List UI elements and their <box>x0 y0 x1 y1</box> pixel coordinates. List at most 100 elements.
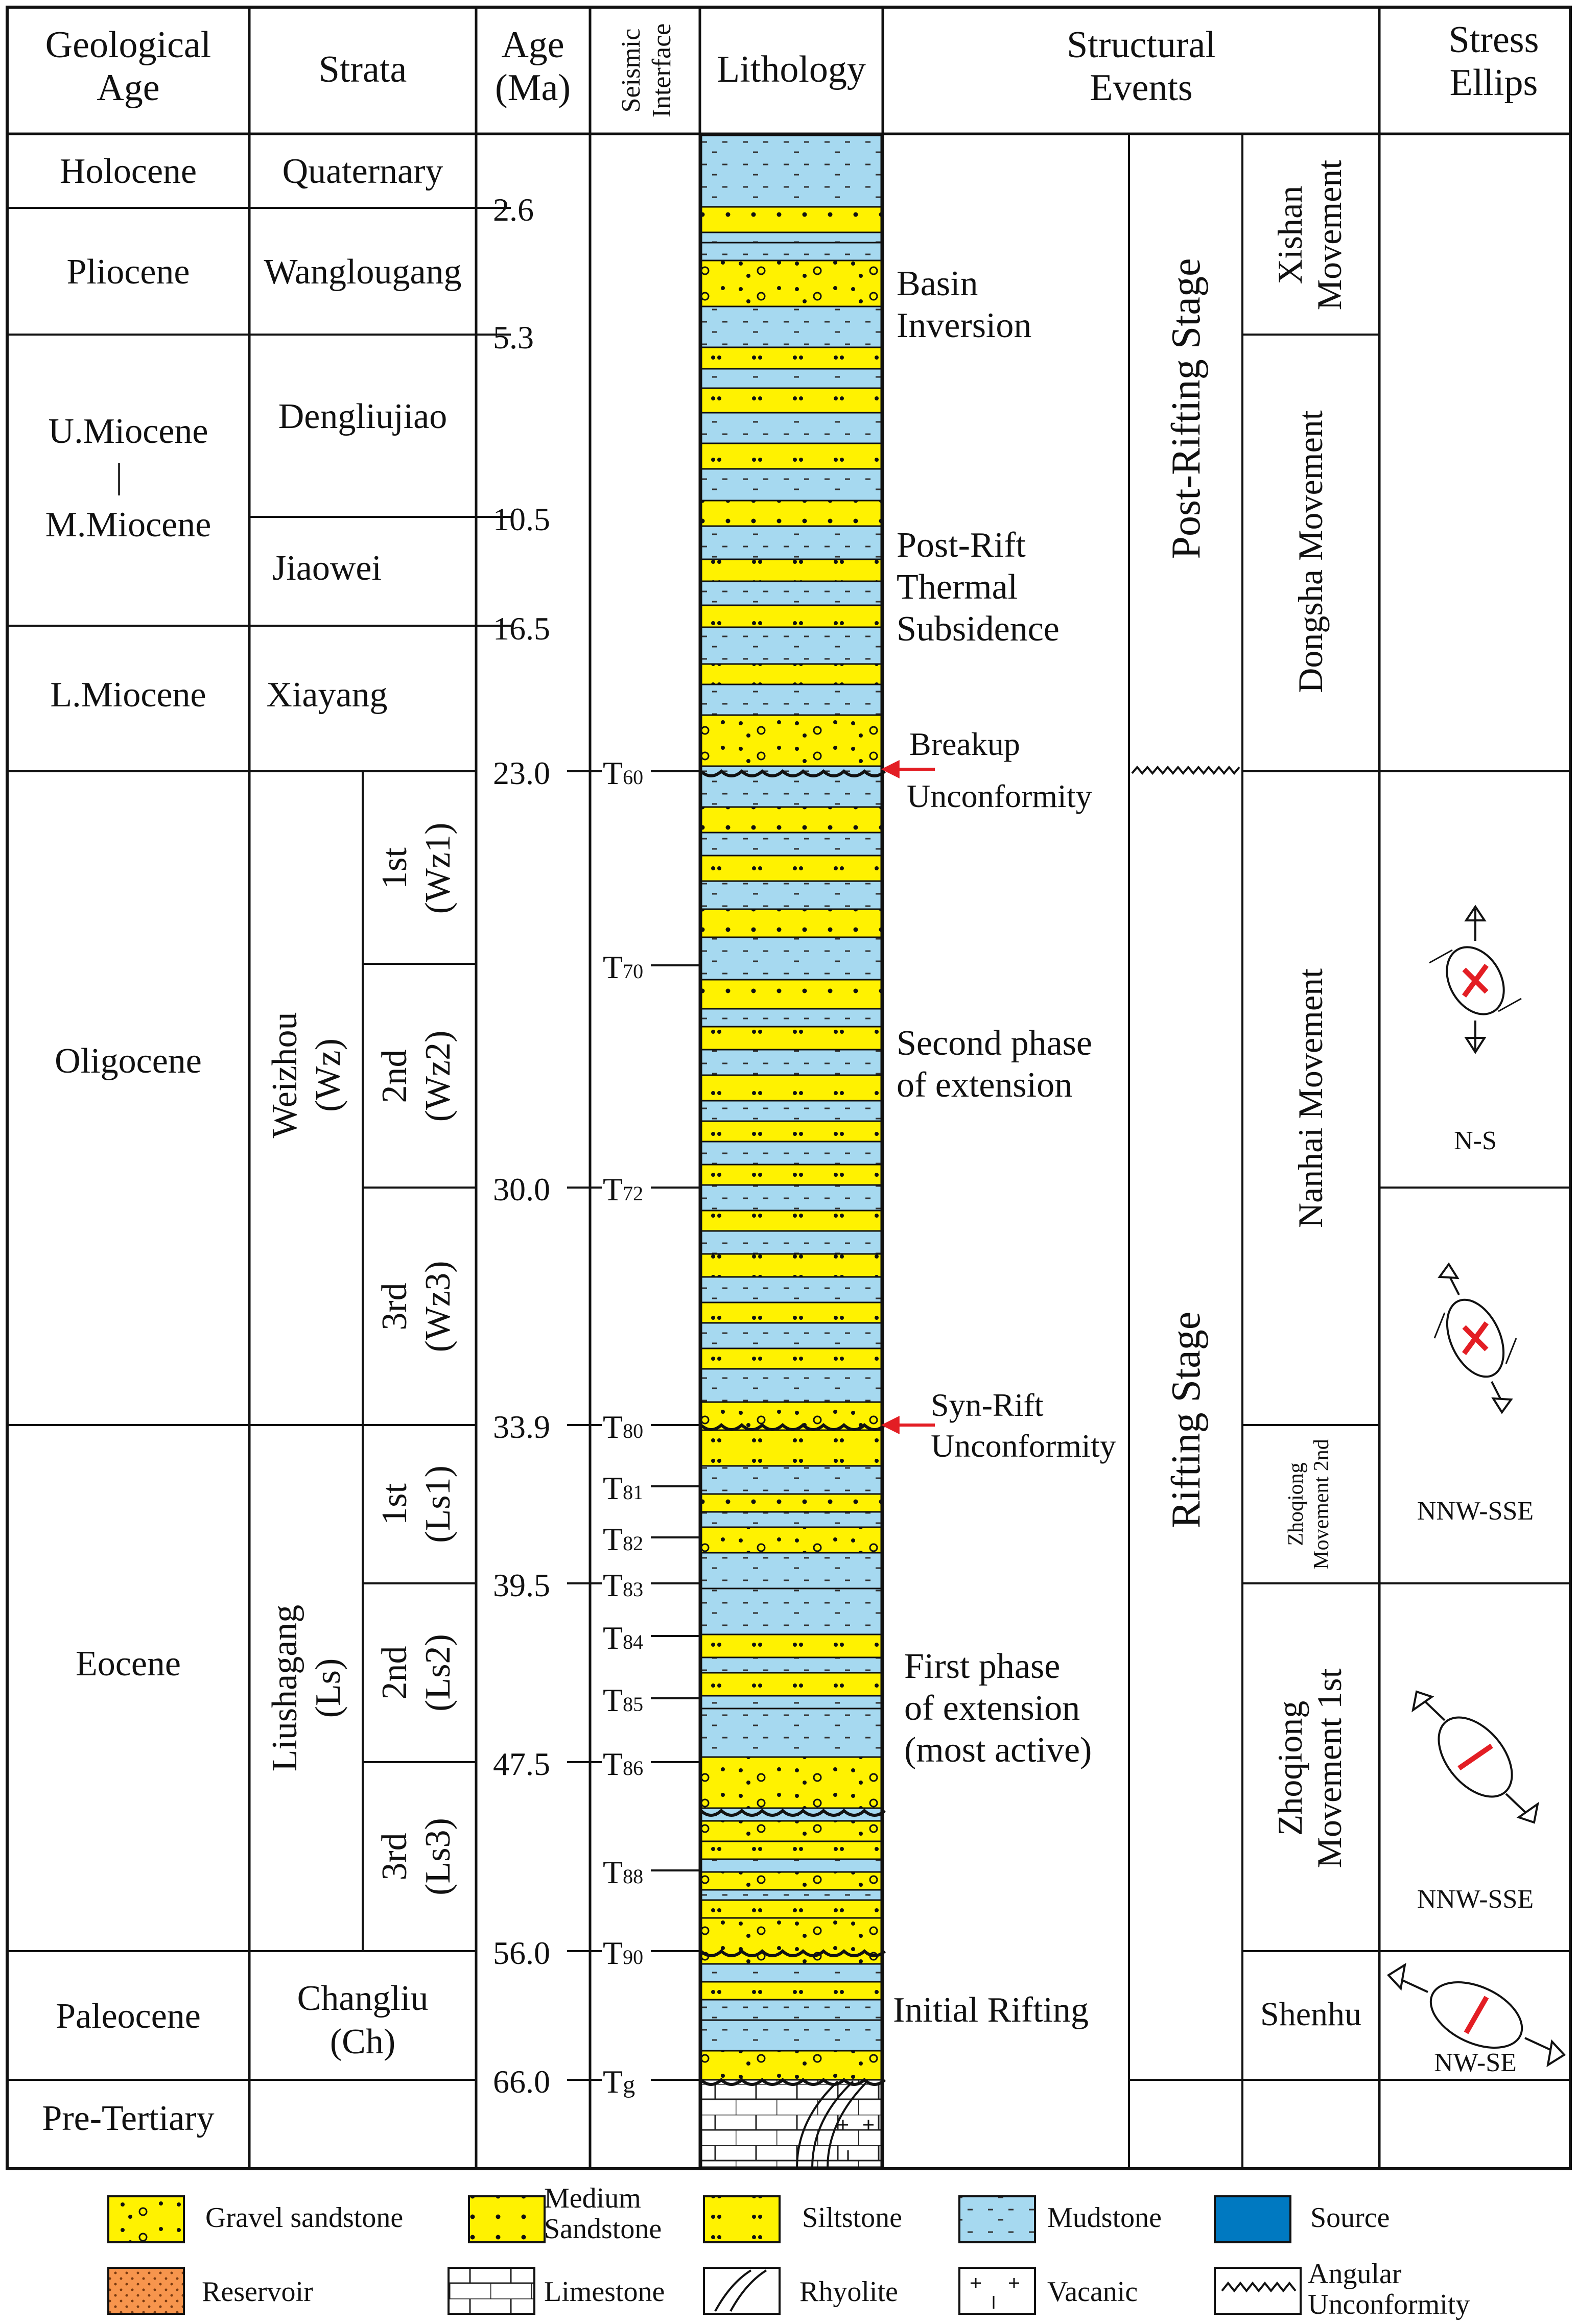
legend-angular-label-line1: Angular <box>1308 2258 1402 2290</box>
legend-volcanic-label: Vacanic <box>1047 2276 1138 2308</box>
lithology-band-mud <box>700 412 883 444</box>
movement-zhoqiong1-line2: Movement 1st <box>1310 1668 1349 1868</box>
age-66-0: 66.0 <box>493 2064 550 2100</box>
event-breakup-line2: Unconformity <box>907 778 1092 814</box>
strata-ls1-line1: 1st <box>375 1483 414 1525</box>
event-basin-inversion-line2: Inversion <box>897 306 1031 345</box>
movement-xishan-line2: Movement <box>1310 160 1349 311</box>
header-structural-events-line1: Structural <box>1067 24 1216 66</box>
lithology-band-silt <box>700 1899 883 1919</box>
age-holocene: Holocene <box>60 152 197 191</box>
event-post-rift-line2: Thermal <box>897 567 1018 607</box>
lithology-band-silt <box>700 1120 883 1143</box>
lithology-band-silt <box>700 1840 883 1860</box>
lithology-band-medium <box>700 908 883 938</box>
lithology-band-mud <box>700 368 883 389</box>
lithology-band-lime <box>700 2079 883 2169</box>
unconformity-wave <box>699 1808 886 1817</box>
age-oligocene: Oligocene <box>55 1041 202 1081</box>
stress-ellipse-nwse-icon <box>1386 1962 1566 2068</box>
legend-mud-swatch <box>958 2195 1036 2243</box>
lithology-band-gravel <box>700 1756 883 1809</box>
lithology-band-mud <box>700 1368 883 1403</box>
age-paleocene: Paleocene <box>56 1997 201 2036</box>
strata-wanglougang: Wanglougang <box>264 252 461 292</box>
strata-wz3-line1: 3rd <box>375 1283 414 1330</box>
header-seismic-line1: Seismic <box>617 29 646 113</box>
lithology-band-silt <box>700 1301 883 1324</box>
seismic-t83: T83 <box>603 1567 643 1603</box>
movement-xishan-line1: Xishan <box>1270 186 1309 284</box>
movement-shenhu: Shenhu <box>1260 1996 1361 2033</box>
age-ticks <box>476 207 700 2081</box>
lithology-band-mud <box>700 1552 883 1590</box>
legend-gravel-label: Gravel sandstone <box>205 2202 403 2234</box>
header-geological-age-line1: Geological <box>45 24 211 66</box>
lithology-band-mud <box>700 1889 883 1901</box>
age-56-0: 56.0 <box>493 1935 550 1971</box>
legend-limestone-swatch <box>448 2267 535 2315</box>
lithology-band-mud <box>700 1141 883 1166</box>
lithology-band-silt <box>700 558 883 582</box>
lithology-band-mud <box>700 305 883 348</box>
legend-gravel-swatch <box>107 2195 185 2243</box>
seismic-t84: T84 <box>603 1620 643 1656</box>
age-m-miocene: M.Miocene <box>45 505 211 544</box>
lithology-band-gravel <box>700 1401 883 1431</box>
lithology-band-silt <box>700 604 883 628</box>
header-geological-age-line2: Age <box>97 67 159 109</box>
lithology-band-gravel <box>700 1871 883 1891</box>
header-age-line2: (Ma) <box>495 67 571 109</box>
event-post-rift-line3: Subsidence <box>897 609 1060 649</box>
age-separator: | <box>115 457 123 496</box>
lithology-band-silt <box>700 1429 883 1467</box>
event-breakup-line1: Breakup <box>909 726 1020 762</box>
strata-quaternary: Quaternary <box>283 152 443 191</box>
movement-zhoqiong2-line2: Movement 2nd <box>1310 1439 1333 1569</box>
lithology-band-silt <box>700 1633 883 1658</box>
legend-limestone-label: Limestone <box>544 2276 665 2308</box>
strata-wz2-line2: (Wz2) <box>418 1031 458 1122</box>
legend-silt-swatch <box>703 2195 781 2243</box>
lithology-band-mud <box>700 626 883 665</box>
event-synrift-line2: Unconformity <box>931 1428 1116 1464</box>
stress-ellipse-nnw-upper-icon <box>1433 1262 1517 1414</box>
legend-reservoir-label: Reservoir <box>202 2276 313 2308</box>
strata-wz3-line2: (Wz3) <box>418 1261 458 1353</box>
age-eocene: Eocene <box>76 1644 181 1683</box>
strata-xiayang: Xiayang <box>266 675 387 715</box>
lithology-band-mud <box>700 1999 883 2021</box>
age-47-5: 47.5 <box>493 1746 550 1782</box>
age-u-miocene: U.Miocene <box>49 412 208 451</box>
legend: Gravel sandstone Medium Sandstone Siltst… <box>107 2183 1470 2320</box>
lithology-band-mud <box>700 1184 883 1212</box>
legend-rhyolite-label: Rhyolite <box>799 2276 898 2308</box>
header-seismic-line2: Interface <box>647 23 676 118</box>
lithology-band-mud <box>700 525 883 560</box>
lithology-column <box>699 133 886 2169</box>
unconformity-wave <box>699 1422 886 1431</box>
stress-label-nwse: NW-SE <box>1434 2048 1517 2077</box>
lithology-band-mud <box>700 683 883 716</box>
lithology-band-mud <box>700 580 883 606</box>
strata-liushagang-line1: Liushagang <box>265 1605 304 1772</box>
legend-medium-label-line1: Medium <box>544 2183 641 2214</box>
lithology-band-mud <box>700 468 883 502</box>
lithology-band-silt <box>700 346 883 370</box>
lithology-band-mud <box>700 2019 883 2052</box>
unconformity-wave <box>699 769 886 777</box>
lithology-band-mud <box>700 134 883 208</box>
lithology-band-mud <box>700 765 883 808</box>
lithology-band-mud <box>700 1230 883 1255</box>
strata-ls2-line2: (Ls2) <box>418 1634 458 1712</box>
header-stress-line1: Stress <box>1449 19 1539 61</box>
lithology-band-mud <box>700 936 883 981</box>
lithology-band-silt <box>700 1672 883 1697</box>
header-row: Geological Age Strata Age (Ma) Seismic I… <box>45 19 1539 117</box>
seismic-interface-column: T60 T70 T72 T80 T81 T82 T83 T84 T85 T86 … <box>602 755 651 2100</box>
legend-source-label: Source <box>1310 2202 1390 2234</box>
seismic-tg: Tg <box>603 2064 635 2100</box>
lithology-border <box>699 133 883 2169</box>
strata-ls2-line1: 2nd <box>375 1646 414 1700</box>
lithology-band-silt <box>700 442 883 470</box>
